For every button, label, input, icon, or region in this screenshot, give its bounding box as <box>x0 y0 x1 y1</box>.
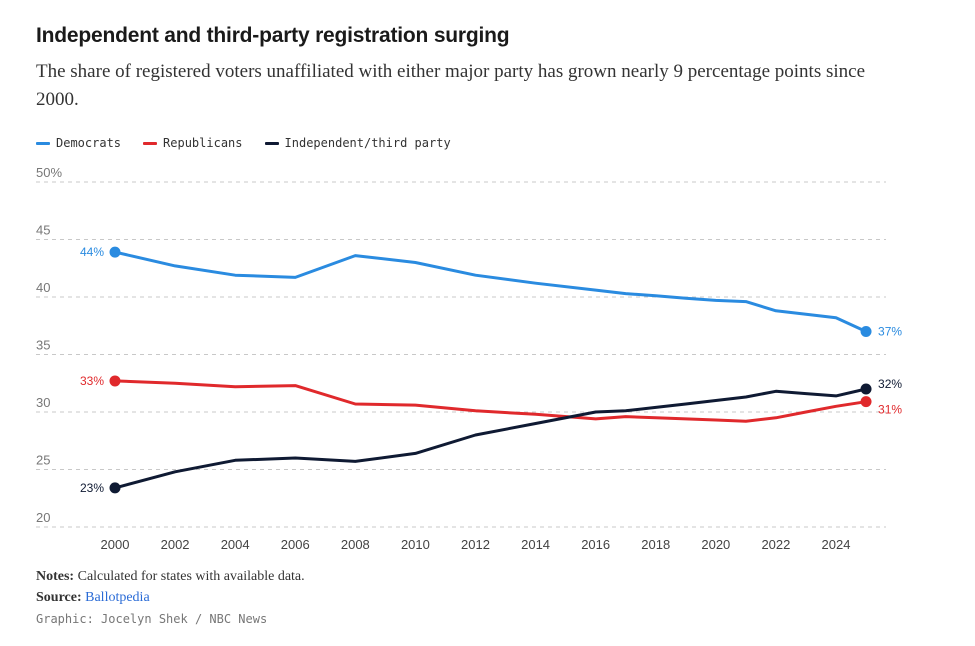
x-tick-label: 2024 <box>822 537 851 552</box>
x-tick-label: 2008 <box>341 537 370 552</box>
legend-swatch-democrats <box>36 141 50 145</box>
y-tick-label: 25 <box>36 453 50 468</box>
x-tick-label: 2012 <box>461 537 490 552</box>
grid-layer: 20 25 30 35 40 45 50% 2000 2002 2004 2006 2008 2010 2… <box>36 165 886 552</box>
y-tick-label: 35 <box>36 338 50 353</box>
x-tick-label: 2002 <box>161 537 190 552</box>
graphic-credit: Graphic: Jocelyn Shek / NBC News <box>36 612 268 626</box>
series-start-point <box>109 375 121 387</box>
legend-label-republicans: Republicans <box>163 136 243 150</box>
x-tick-label: 2006 <box>281 537 310 552</box>
y-tick-label: 30 <box>36 395 50 410</box>
x-tick-label: 2018 <box>641 537 670 552</box>
chart-subtitle: The share of registered voters unaffilia… <box>36 61 866 110</box>
series-end-label: 32% <box>878 377 902 391</box>
series-start-point <box>109 482 121 494</box>
source-label: Source: <box>36 590 82 605</box>
legend: Democrats Republicans Independent/third … <box>36 136 451 150</box>
series-start-point <box>109 246 121 258</box>
chart-title: Independent and third-party registration… <box>36 24 510 47</box>
x-tick-label: 2022 <box>761 537 790 552</box>
legend-item-democrats: Democrats <box>36 136 121 150</box>
series-end-label: 37% <box>878 325 902 339</box>
legend-item-independent: Independent/third party <box>264 136 451 150</box>
notes-text: Calculated for states with available dat… <box>77 569 305 584</box>
legend-label-democrats: Democrats <box>56 136 122 150</box>
y-tick-label: 45 <box>36 223 50 238</box>
notes: Notes: Calculated for states with availa… <box>36 569 305 585</box>
series-start-label: 44% <box>80 245 104 259</box>
series-layer <box>109 246 872 494</box>
legend-item-republicans: Republicans <box>143 136 243 150</box>
legend-swatch-independent <box>264 141 279 145</box>
series-start-label: 33% <box>80 374 104 388</box>
series-end-point <box>860 383 872 395</box>
notes-label: Notes: <box>36 569 75 584</box>
series-line-1 <box>113 379 868 423</box>
legend-swatch-republicans <box>143 141 158 145</box>
x-tick-label: 2004 <box>221 537 250 552</box>
x-tick-label: 2016 <box>581 537 610 552</box>
y-tick-label: 20 <box>36 510 50 525</box>
y-tick-label: 40 <box>36 280 50 295</box>
series-end-point <box>860 326 872 337</box>
source-link[interactable]: Ballotpedia <box>85 590 150 605</box>
label-layer: 44% 37% 33% 31% 23% 32% <box>80 245 902 495</box>
series-end-label: 31% <box>878 403 902 417</box>
series-line-0 <box>113 250 868 333</box>
x-tick-label: 2000 <box>101 537 130 552</box>
x-tick-label: 2010 <box>401 537 430 552</box>
source: Source: Ballotpedia <box>36 590 150 606</box>
series-start-label: 23% <box>80 481 104 495</box>
legend-label-independent: Independent/third party <box>284 136 451 150</box>
series-end-point <box>860 396 872 408</box>
x-tick-label: 2014 <box>521 537 550 552</box>
series-line-2 <box>113 387 868 490</box>
x-tick-label: 2020 <box>701 537 730 552</box>
y-tick-label: 50% <box>36 165 62 180</box>
